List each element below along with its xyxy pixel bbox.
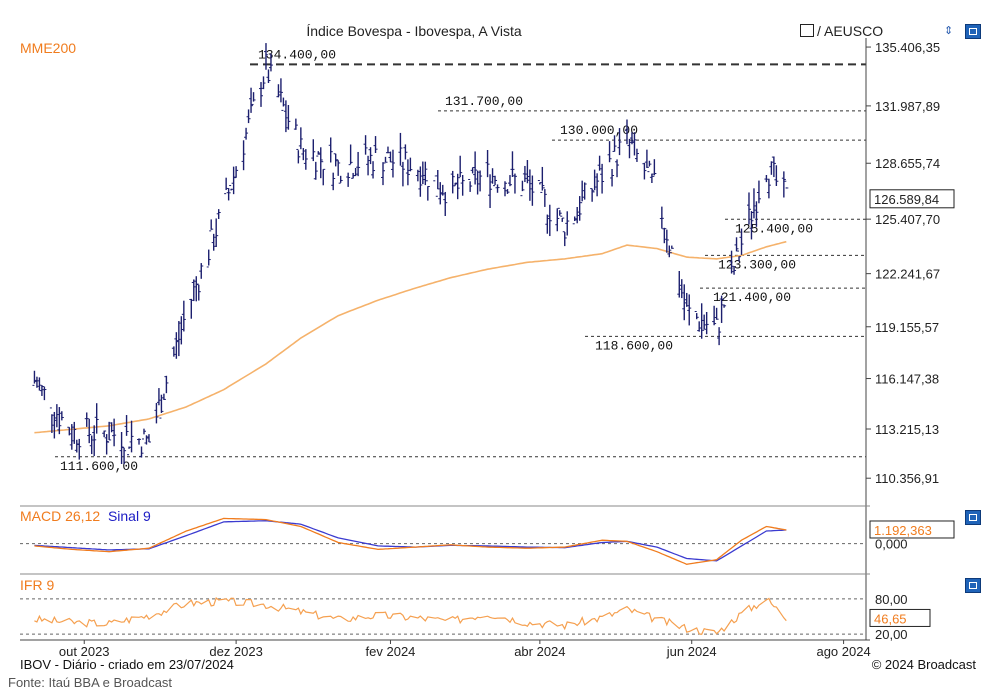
x-tick-label: abr 2024 xyxy=(514,644,565,659)
level-label: 131.700,00 xyxy=(445,94,523,109)
level-label: 118.600,00 xyxy=(595,338,673,353)
level-label: 121.400,00 xyxy=(713,290,791,305)
ticker-label: / AEUSCO xyxy=(817,23,884,39)
y-tick-label: 131.987,89 xyxy=(875,99,940,114)
source-note: Fonte: Itaú BBA e Broadcast xyxy=(8,675,173,690)
signal-label: Sinal 9 xyxy=(107,508,151,524)
rsi-20-label: 20,00 xyxy=(875,627,908,642)
x-tick-label: out 2023 xyxy=(59,644,110,659)
x-tick-label: dez 2023 xyxy=(209,644,263,659)
rsi-last-value: 46,65 xyxy=(874,611,907,626)
y-tick-label: 128.655,74 xyxy=(875,156,940,171)
x-tick-label: ago 2024 xyxy=(816,644,870,659)
macd-last-box xyxy=(869,520,955,539)
price-bars xyxy=(32,43,789,465)
level-label: 125.400,00 xyxy=(735,221,813,236)
y-tick-label: 125.407,70 xyxy=(875,212,940,227)
support-resistance-levels: 134.400,00 131.700,00 130.000,00 125.400,00… xyxy=(55,47,866,474)
level-label: 111.600,00 xyxy=(60,459,138,474)
y-tick-label: 113.215,13 xyxy=(875,422,939,437)
up-down-arrows-icon[interactable]: ⇕ xyxy=(944,25,954,37)
y-tick-label: 135.406,35 xyxy=(875,40,940,55)
y-tick-label: 119.155,57 xyxy=(875,320,939,335)
x-tick-label: fev 2024 xyxy=(366,644,416,659)
mme200-line xyxy=(34,240,787,434)
x-tick-label: jun 2024 xyxy=(666,644,717,659)
footer-caption: IBOV - Diário - criado em 23/07/2024 xyxy=(20,657,234,672)
rsi-settings-icon[interactable] xyxy=(965,578,981,593)
level-label: 134.400,00 xyxy=(258,47,336,62)
level-label: 123.300,00 xyxy=(718,257,796,272)
rsi-label: IFR 9 xyxy=(20,577,55,593)
signal-line xyxy=(34,520,787,562)
mme200-label: MME200 xyxy=(20,40,77,56)
chart-title: Índice Bovespa - Ibovespa, A Vista xyxy=(306,23,522,39)
rsi-80-label: 80,00 xyxy=(875,592,908,607)
macd-last-value: 1.192,363 xyxy=(874,523,932,538)
ticker-selector[interactable]: / AEUSCO xyxy=(800,23,883,39)
rsi-last-box xyxy=(869,608,931,627)
settings-icon[interactable] xyxy=(965,24,981,39)
last-price-box xyxy=(869,189,955,209)
y-tick-label: 110.356,91 xyxy=(875,471,939,486)
macd-label: MACD 26,12 xyxy=(20,508,101,524)
macd-line xyxy=(34,517,787,565)
last-price-value: 126.589,84 xyxy=(874,192,939,207)
level-label: 130.000,00 xyxy=(560,123,638,138)
y-tick-label: 116.147,38 xyxy=(875,372,939,387)
macd-zero-label: 0,000 xyxy=(875,537,908,552)
copyright: © 2024 Broadcast xyxy=(871,657,976,672)
rsi-line xyxy=(34,596,787,635)
macd-legend: MACD 26,12 Sinal 9 xyxy=(20,508,151,524)
macd-settings-icon[interactable] xyxy=(965,510,981,525)
checkbox-icon[interactable] xyxy=(800,24,814,37)
y-tick-label: 122.241,67 xyxy=(875,267,940,282)
axes: 135.406,35 131.987,89 128.655,74 125.407,70… xyxy=(20,38,955,659)
